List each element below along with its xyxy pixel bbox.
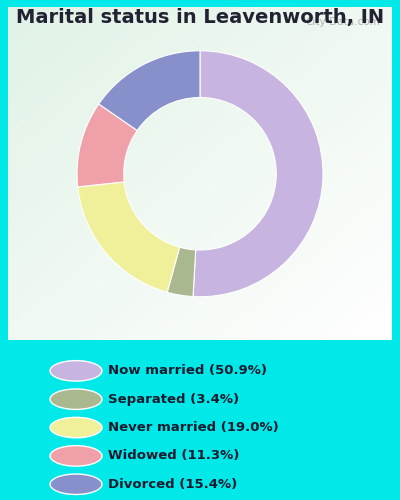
Circle shape [50,446,102,466]
Text: Widowed (11.3%): Widowed (11.3%) [108,450,239,462]
Wedge shape [78,182,180,292]
Text: City-Data.com: City-Data.com [306,18,380,28]
Text: Separated (3.4%): Separated (3.4%) [108,392,239,406]
Text: Now married (50.9%): Now married (50.9%) [108,364,267,378]
Circle shape [50,418,102,438]
Circle shape [50,389,102,409]
Text: Marital status in Leavenworth, IN: Marital status in Leavenworth, IN [16,8,384,27]
Wedge shape [99,51,200,130]
Circle shape [50,474,102,494]
Wedge shape [193,51,323,296]
Text: Divorced (15.4%): Divorced (15.4%) [108,478,237,491]
Circle shape [50,360,102,381]
Wedge shape [77,104,137,187]
Text: Never married (19.0%): Never married (19.0%) [108,421,279,434]
Wedge shape [167,247,196,296]
